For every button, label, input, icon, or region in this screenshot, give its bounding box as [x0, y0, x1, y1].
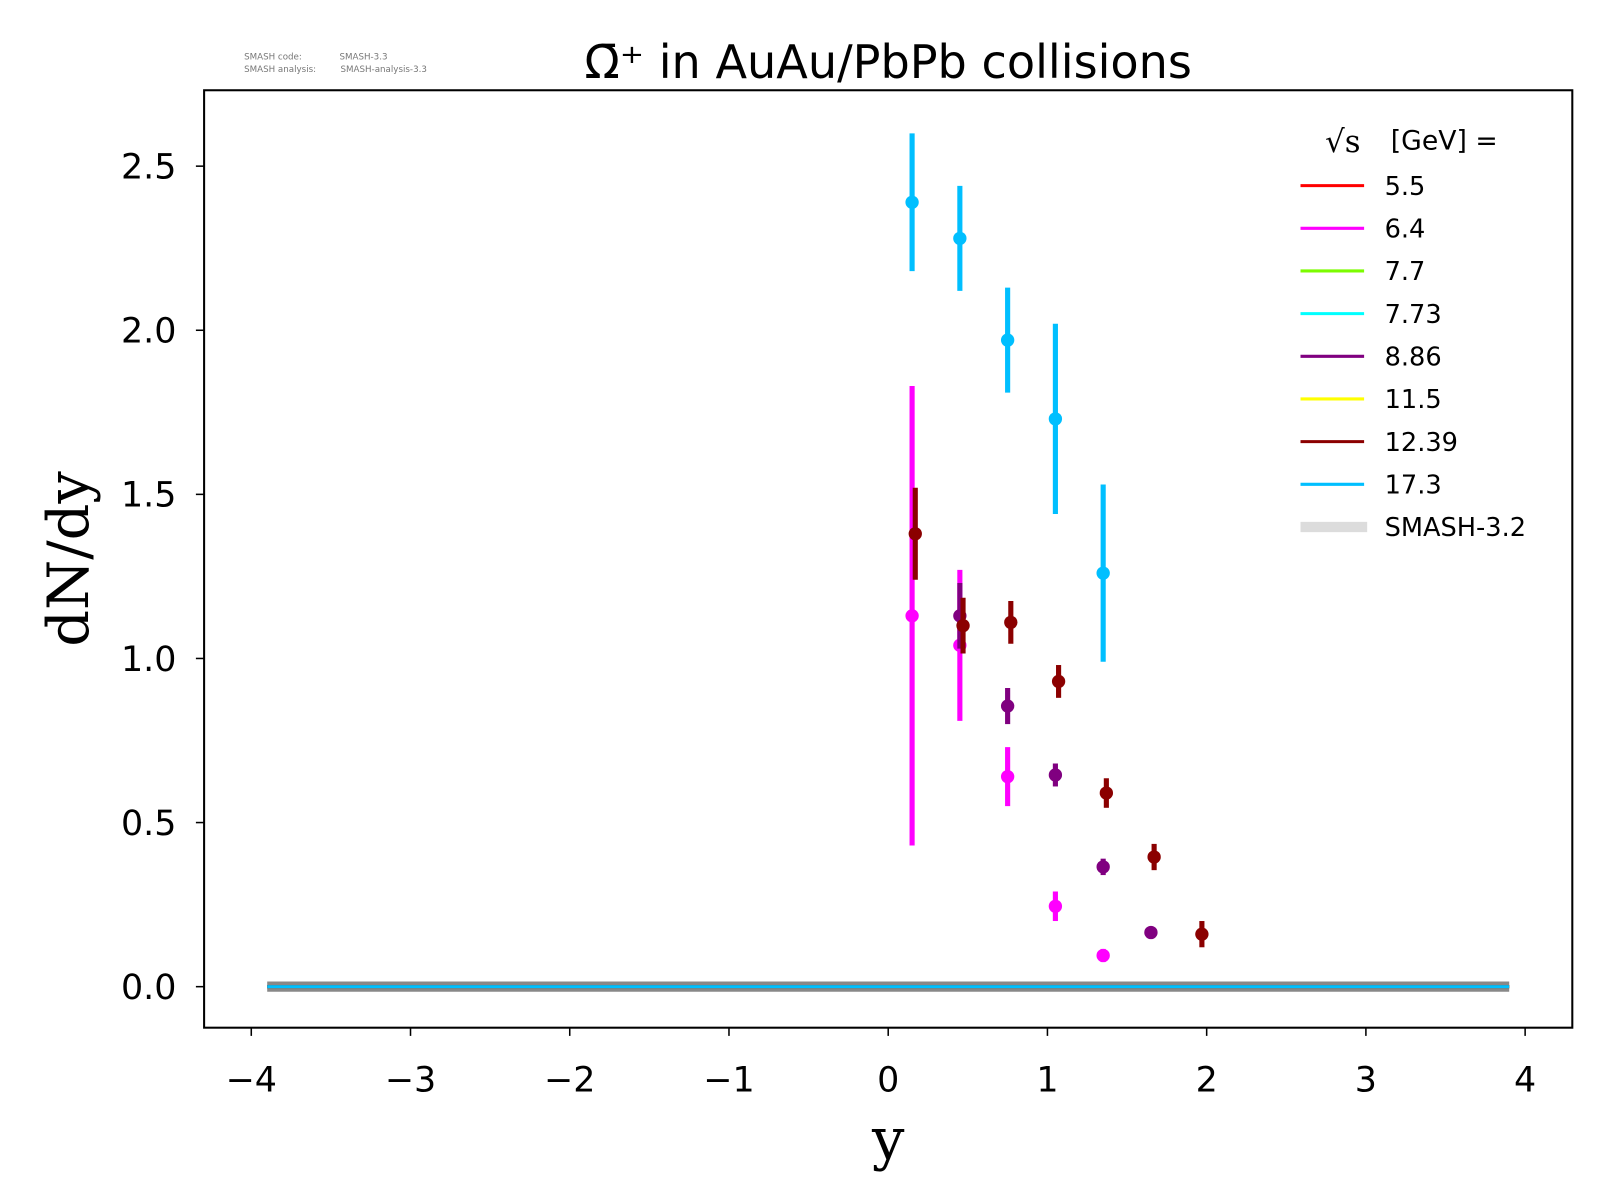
legend-title-unit: [GeV] = [1391, 126, 1498, 157]
legend-label-5.5: 5.5 [1385, 172, 1426, 202]
legend-label-6.4: 6.4 [1385, 215, 1426, 245]
data-point-17.3 [905, 133, 919, 272]
x-tick-label: 4 [1514, 1060, 1536, 1100]
smash-version-annotation: SMASH code: SMASH-3.3 SMASH analysis: SM… [244, 52, 427, 74]
marker [956, 618, 970, 633]
marker [1096, 860, 1110, 874]
data-point-12.39 [1051, 665, 1066, 698]
marker [905, 195, 919, 209]
data-point-12.39 [1099, 778, 1114, 808]
data-point-6.4 [1096, 948, 1110, 963]
marker [1048, 768, 1063, 782]
y-axis-label: dN/dy [35, 471, 102, 647]
marker [1000, 333, 1015, 347]
data-point-8.86 [1096, 858, 1110, 876]
data-point-12.39 [1004, 601, 1018, 644]
data-point-6.4 [1000, 747, 1015, 807]
data-point-17.3 [1000, 287, 1015, 393]
marker [1000, 699, 1015, 713]
legend-label-7.73: 7.73 [1385, 300, 1442, 330]
marker [1096, 948, 1110, 963]
y-tick-label: 1.0 [121, 640, 176, 680]
chart-title: Ω̄⁺ in AuAu/PbPb collisions [584, 35, 1191, 89]
legend-label-7.7: 7.7 [1385, 257, 1426, 287]
y-tick-label: 0.0 [121, 968, 176, 1008]
marker [905, 609, 919, 623]
legend-label-17.3: 17.3 [1385, 471, 1442, 501]
annotation-line2-label: SMASH analysis: [244, 65, 316, 75]
data-point-6.4 [905, 386, 919, 846]
legend-label-11.5: 11.5 [1385, 385, 1442, 415]
legend: √s [GeV] = 5.5 6.4 7.7 7.73 8.86 11.5 12.39 17.… [1300, 124, 1526, 543]
data-points [905, 133, 1209, 963]
data-point-8.86 [1000, 687, 1015, 725]
x-tick-label: 3 [1355, 1060, 1377, 1100]
y-axis: 0.0 0.5 1.0 1.5 2.0 2.5 [121, 147, 205, 1008]
x-tick-label: 1 [1036, 1060, 1058, 1100]
y-tick-label: 1.5 [121, 476, 176, 516]
data-point-17.3 [953, 185, 967, 291]
marker [1051, 674, 1066, 689]
data-point-8.86 [1144, 925, 1158, 940]
y-tick-label: 2.0 [121, 312, 176, 352]
x-tick-label: −3 [385, 1060, 436, 1100]
x-axis-label: y [871, 1106, 905, 1173]
y-tick-label: 2.5 [121, 147, 176, 187]
x-tick-label: −2 [544, 1060, 595, 1100]
marker [1144, 925, 1158, 940]
x-tick-label: −4 [226, 1060, 277, 1100]
data-point-12.39 [1147, 843, 1161, 871]
marker [1048, 899, 1063, 913]
y-tick-label: 0.5 [121, 804, 176, 844]
annotation-line2-value: SMASH-analysis-3.3 [341, 65, 427, 75]
data-point-12.39 [1195, 921, 1209, 948]
data-point-12.39 [908, 487, 922, 580]
annotation-line1-label: SMASH code: [244, 52, 302, 62]
marker [1195, 927, 1209, 941]
legend-label-smash: SMASH-3.2 [1385, 513, 1526, 543]
marker [953, 231, 967, 246]
data-point-8.86 [1048, 763, 1063, 787]
annotation-line1-value: SMASH-3.3 [339, 52, 387, 62]
data-point-17.3 [1048, 323, 1063, 515]
data-point-12.39 [956, 597, 970, 654]
x-tick-label: 2 [1196, 1060, 1218, 1100]
plot-frame [203, 89, 1574, 1029]
data-point-17.3 [1096, 484, 1110, 662]
marker [1004, 615, 1018, 630]
marker [1000, 769, 1015, 784]
marker [1099, 786, 1114, 800]
marker [1147, 850, 1161, 864]
x-axis: −4 −3 −2 −1 0 1 2 3 4 [226, 1027, 1536, 1100]
legend-label-12.39: 12.39 [1385, 428, 1458, 458]
legend-title-sqrt: √s [1325, 124, 1360, 160]
marker [908, 527, 922, 541]
legend-label-8.86: 8.86 [1385, 343, 1442, 373]
marker [1048, 412, 1063, 426]
x-tick-label: −1 [703, 1060, 754, 1100]
data-point-6.4 [1048, 891, 1063, 922]
marker [1096, 566, 1110, 580]
x-tick-label: 0 [877, 1060, 899, 1100]
